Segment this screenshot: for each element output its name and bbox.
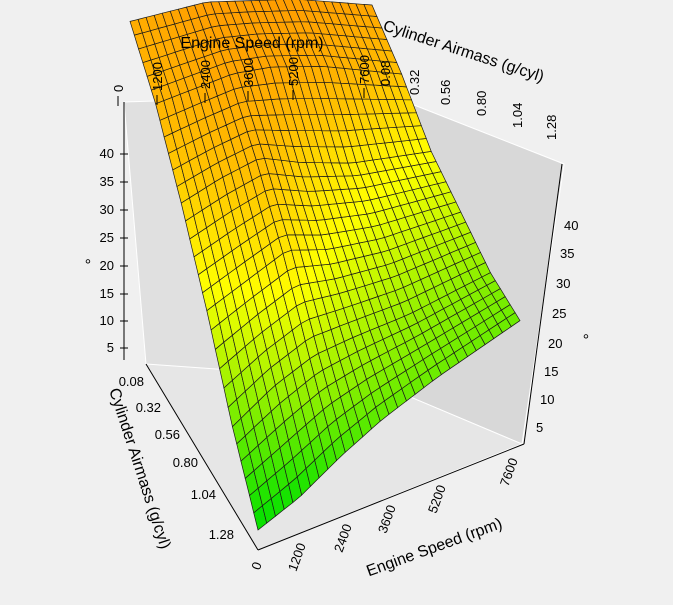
- x-tick-label-top: 7600: [357, 55, 372, 84]
- y-axis-title-top: Cylinder Airmass (g/cyl): [381, 18, 546, 86]
- z-axis-line-right: [523, 163, 563, 445]
- z-tick-label-right: 5: [536, 420, 543, 435]
- x-tick-label-front: 0: [248, 560, 265, 572]
- y-axis-line-front: [145, 363, 259, 551]
- surface-mesh: [129, 0, 521, 531]
- z-tick-label-left: 10: [100, 313, 114, 328]
- z-tick-label-left: 5: [107, 340, 114, 355]
- x-tick-label-front: 2400: [331, 522, 355, 554]
- surface-cell: [363, 4, 378, 17]
- x-tick-label-front: 3600: [375, 503, 399, 535]
- z-tick-label-right: 25: [552, 306, 566, 321]
- y-tick-label-top: 0.08: [378, 61, 393, 86]
- z-tick-label-right: 15: [544, 364, 558, 379]
- y-tick-label-top: 0.80: [474, 91, 489, 116]
- z-tick-label-left: 20: [100, 258, 114, 273]
- z-tick-label-left: 15: [100, 286, 114, 301]
- y-tick-label-front: 0.08: [119, 374, 144, 389]
- y-tick-label-front: 1.28: [209, 527, 234, 542]
- x-tick-label-top: 5200: [286, 57, 301, 86]
- x-tick-label-top: 1200: [150, 62, 165, 91]
- z-tick-label-right: 35: [560, 246, 574, 261]
- x-tick-label-front: 1200: [285, 541, 309, 573]
- y-tick-label-front: 1.04: [191, 487, 216, 502]
- z-tick-label-right: 20: [548, 336, 562, 351]
- y-tick-label-top: 0.56: [438, 80, 453, 105]
- z-axis-title-right: °: [583, 332, 589, 349]
- y-tick-label-front: 0.32: [136, 400, 161, 415]
- x-axis-line-front: [257, 443, 525, 551]
- chart-axes: [117, 88, 563, 551]
- z-tick-label-left: 25: [100, 230, 114, 245]
- z-tick-label-right: 10: [540, 392, 554, 407]
- z-tick-label-right: 40: [564, 218, 578, 233]
- y-tick-label-top: 1.28: [544, 115, 559, 140]
- x-tick-label-front: 5200: [425, 483, 449, 515]
- y-tick-label-top: 0.32: [407, 70, 422, 95]
- x-tick-label-top: 2400: [198, 60, 213, 89]
- x-tick-label-front: 7600: [497, 456, 521, 488]
- z-tick-label-right: 30: [556, 276, 570, 291]
- z-axis-title-left: °: [85, 257, 91, 274]
- x-tick-label-top: 3600: [241, 58, 256, 87]
- z-tick-label-left: 30: [100, 202, 114, 217]
- z-tick-label-left: 40: [100, 146, 114, 161]
- x-tick-label-top: 0: [111, 85, 126, 92]
- y-tick-label-top: 1.04: [510, 103, 525, 128]
- x-axis-title-top: Engine Speed (rpm): [180, 35, 323, 52]
- z-tick-label-left: 35: [100, 174, 114, 189]
- y-tick-label-front: 0.80: [173, 455, 198, 470]
- y-tick-label-front: 0.56: [155, 427, 180, 442]
